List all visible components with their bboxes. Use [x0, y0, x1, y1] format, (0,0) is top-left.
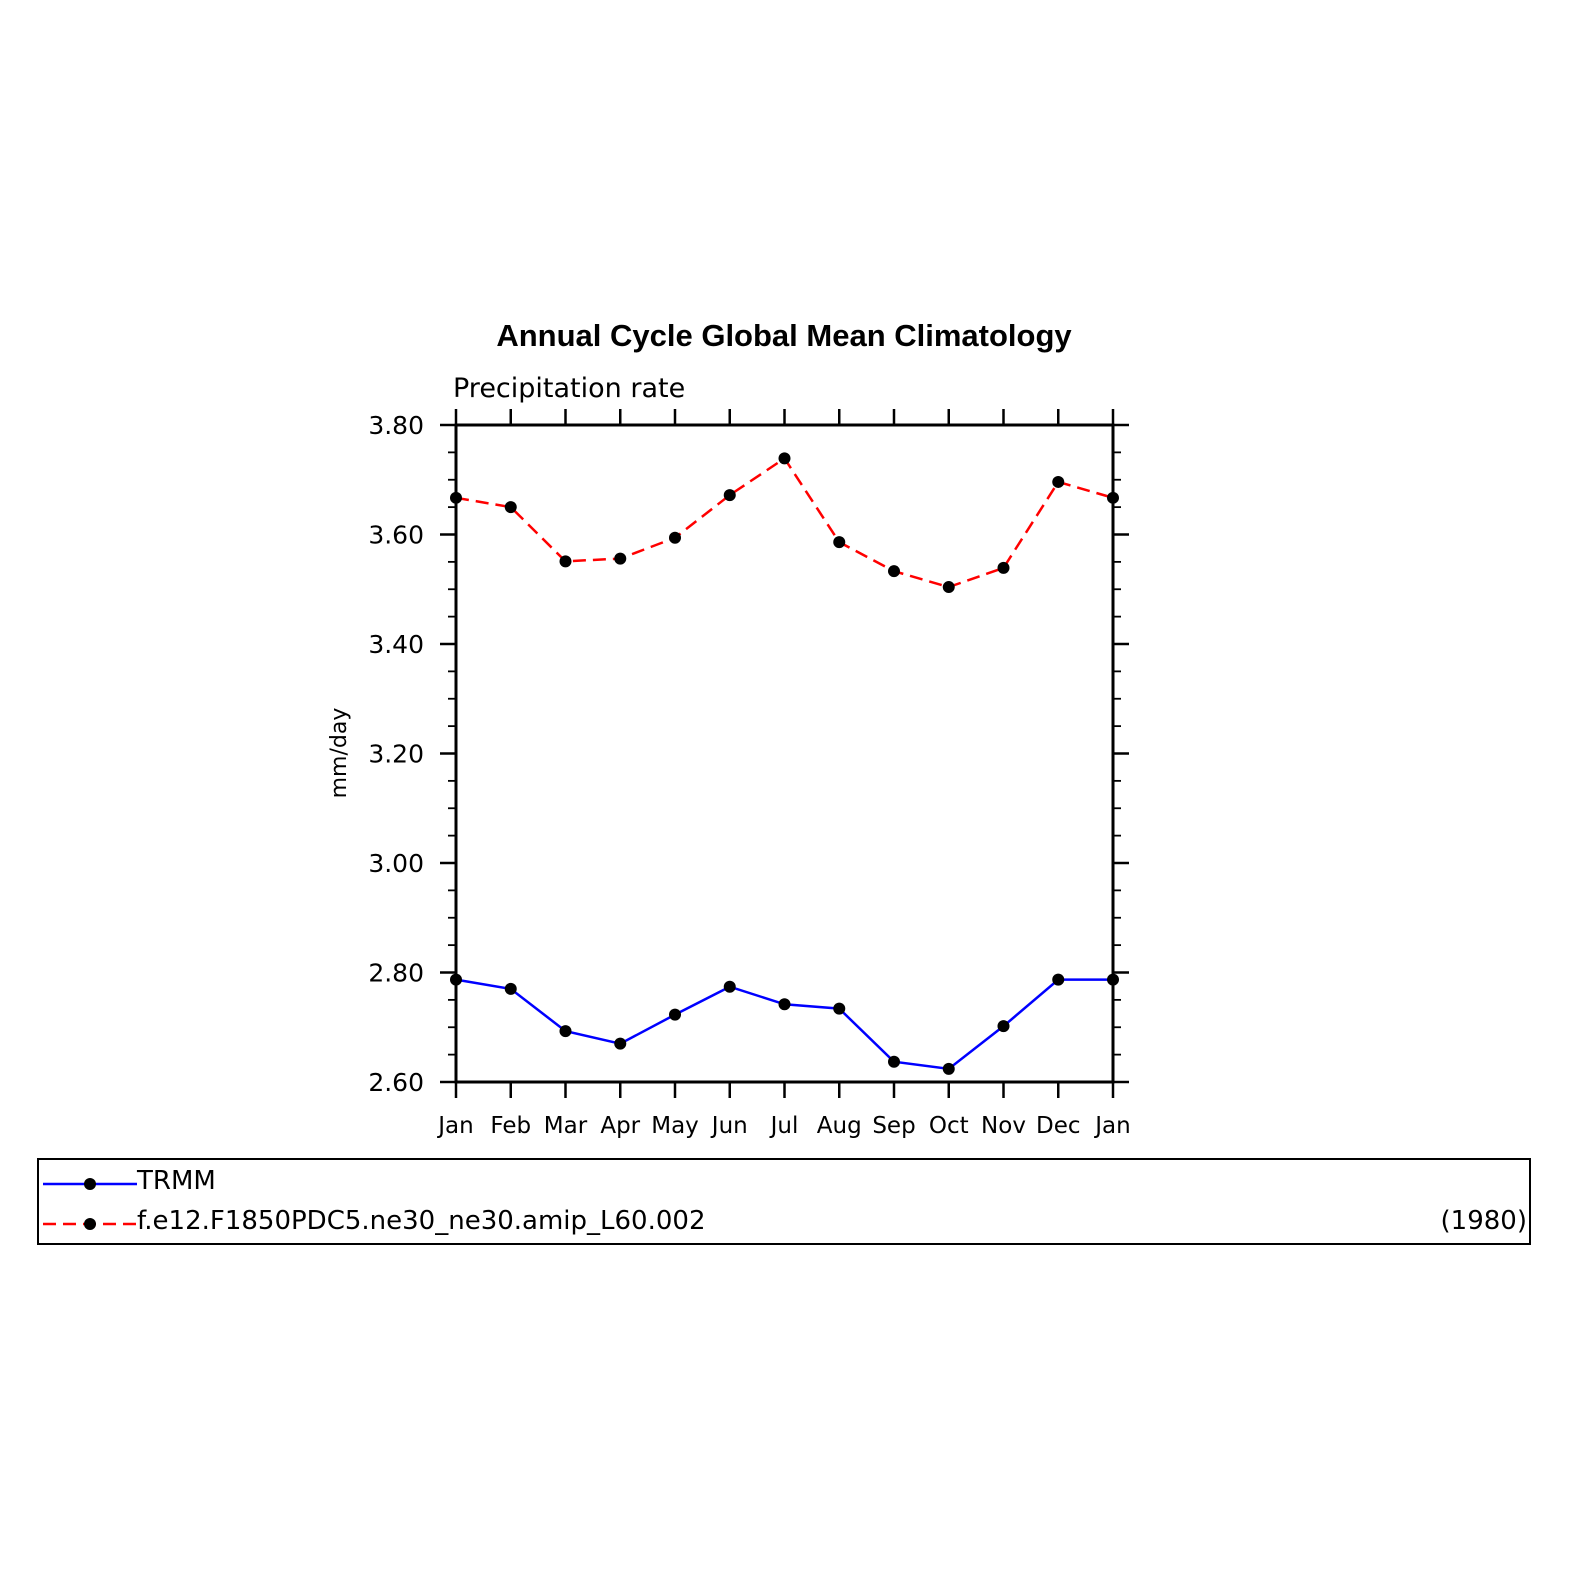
data-point: [504, 501, 517, 514]
plot-frame: [454, 423, 1115, 1084]
data-point: [833, 1002, 846, 1015]
x-tick-label: Oct: [929, 1113, 969, 1139]
y-tick-label: 3.40: [368, 630, 424, 659]
data-point: [942, 581, 955, 594]
x-tick-label: Sep: [872, 1113, 915, 1139]
legend: TRMM f.e12.F1850PDC5.ne30_ne30.amip_L60.…: [37, 1158, 1531, 1245]
legend-item-model: f.e12.F1850PDC5.ne30_ne30.amip_L60.002 (…: [39, 1204, 1529, 1238]
x-tick-label: May: [651, 1113, 699, 1139]
data-point: [833, 536, 846, 549]
legend-swatch-model: [43, 1218, 137, 1230]
legend-swatch-trmm: [43, 1178, 137, 1190]
data-point: [559, 1025, 572, 1038]
data-point: [888, 1055, 900, 1068]
chart-title: Annual Cycle Global Mean Climatology: [496, 318, 1072, 353]
y-tick-label: 3.20: [368, 740, 424, 769]
x-tick-label: Feb: [490, 1113, 531, 1139]
x-tick-label: Jan: [436, 1113, 473, 1139]
series-line-0: [455, 978, 1113, 1071]
legend-note-model: (1980): [1440, 1206, 1527, 1236]
y-axis-label: mm/day: [327, 708, 352, 799]
y-tick-label: 3.80: [368, 411, 424, 440]
data-point: [778, 998, 791, 1011]
data-point: [669, 531, 681, 544]
data-point: [778, 452, 791, 465]
data-point: [669, 1008, 681, 1021]
legend-label-trmm: TRMM: [137, 1166, 216, 1196]
x-tick-label: Mar: [544, 1113, 588, 1139]
plot-area: Jan Feb Mar Apr May Jun Jul Aug Sep Oct Nov Dec Jan 2…: [368, 409, 1131, 1139]
series-line-1: [455, 456, 1114, 589]
y-tick-label: 2.80: [368, 959, 424, 988]
x-tick-label: Nov: [981, 1113, 1026, 1139]
y-tick-label: 3.00: [368, 849, 424, 878]
data-point: [942, 1062, 955, 1075]
x-tick-label: Aug: [817, 1113, 862, 1139]
data-point: [997, 561, 1010, 574]
data-point: [1052, 475, 1065, 488]
legend-item-trmm: TRMM: [39, 1164, 1529, 1198]
data-point: [997, 1020, 1010, 1033]
data-point: [1052, 973, 1065, 986]
x-tick-label: Jun: [710, 1113, 748, 1139]
data-point: [723, 489, 736, 502]
data-point: [614, 552, 627, 565]
data-point: [723, 980, 736, 993]
y-tick-label: 3.60: [368, 521, 424, 550]
y-tick-label: 2.60: [368, 1068, 424, 1097]
legend-label-model: f.e12.F1850PDC5.ne30_ne30.amip_L60.002: [137, 1206, 706, 1236]
x-tick-label: Apr: [600, 1113, 640, 1139]
x-tick-label: Dec: [1036, 1113, 1081, 1139]
x-tick-label: Jul: [769, 1113, 799, 1139]
data-point: [504, 982, 517, 995]
x-tick-label: Jan: [1093, 1113, 1130, 1139]
data-point: [888, 565, 900, 578]
data-point: [614, 1037, 627, 1050]
data-point: [559, 555, 572, 568]
chart-subtitle: Precipitation rate: [453, 373, 685, 404]
